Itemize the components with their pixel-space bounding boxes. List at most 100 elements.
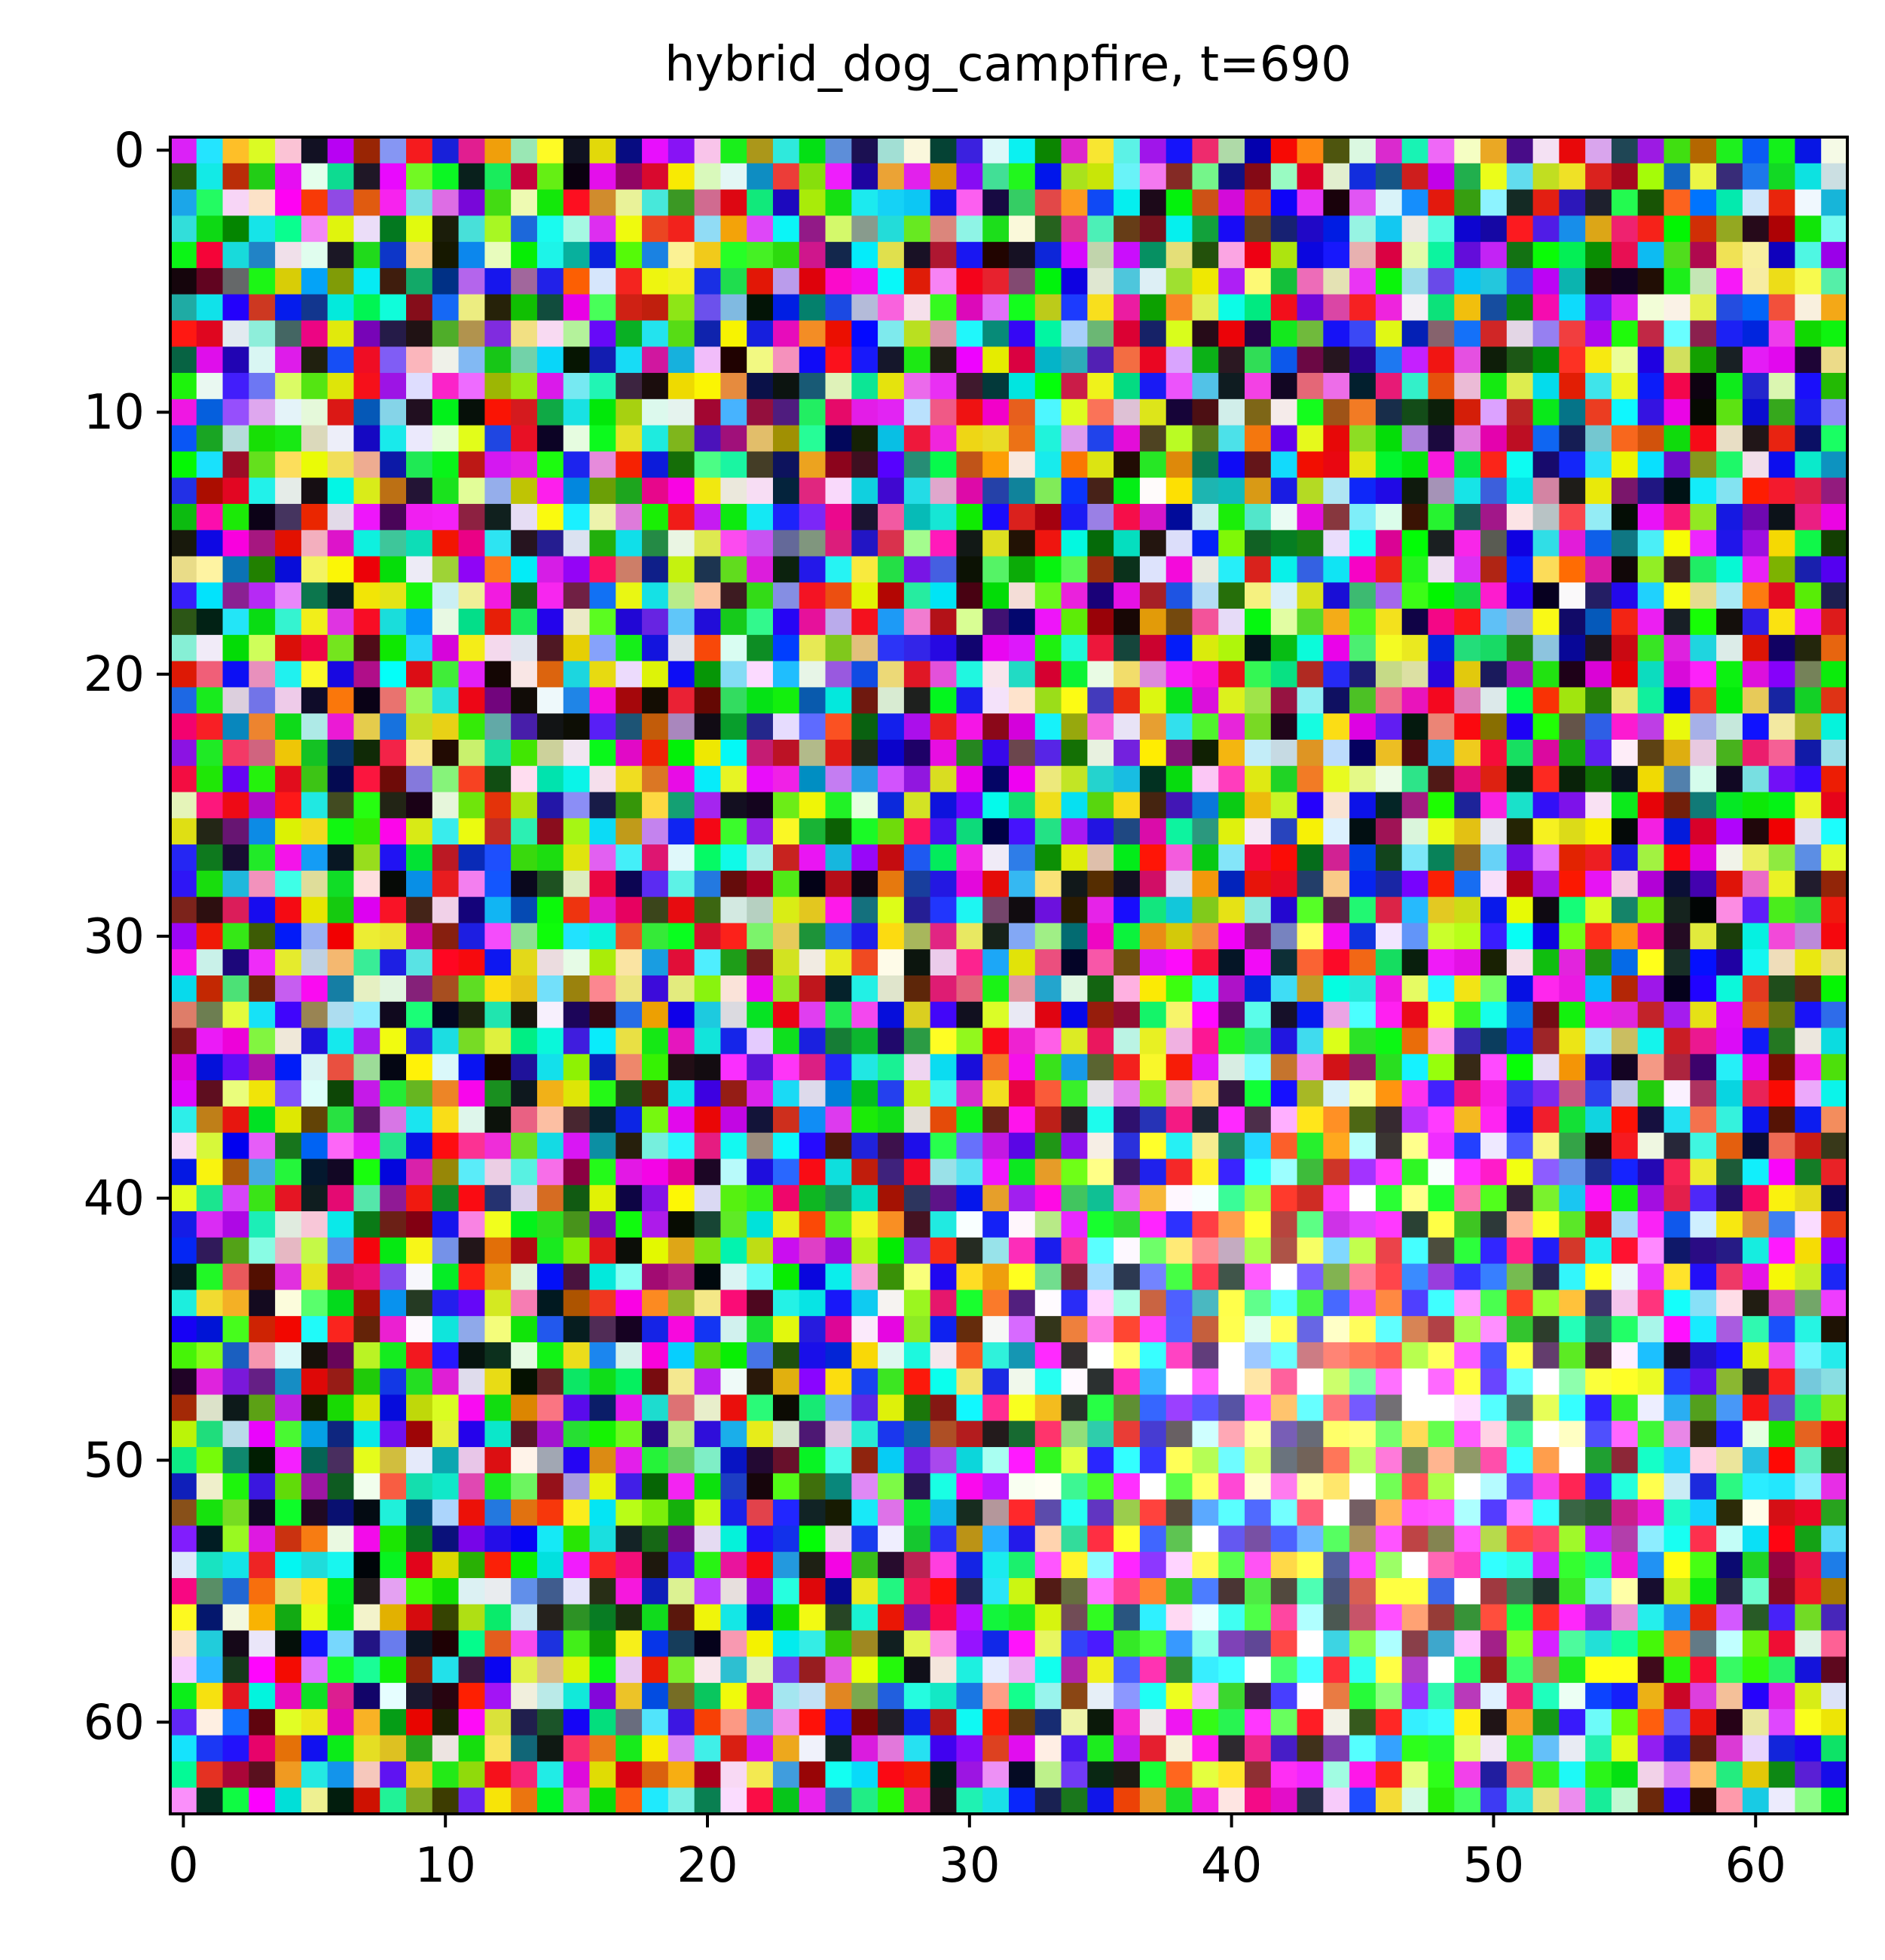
image-pixel [1559,373,1586,400]
image-pixel [1245,634,1272,662]
image-pixel [1061,1552,1088,1579]
image-pixel [196,1159,224,1186]
image-pixel [1218,1001,1245,1029]
image-pixel [668,1788,695,1815]
image-pixel [275,1788,302,1815]
image-pixel [825,215,852,243]
image-pixel [825,1001,852,1029]
image-pixel [1768,1577,1796,1605]
image-pixel [353,1368,380,1396]
image-pixel [1742,1604,1770,1632]
image-pixel [275,1342,302,1369]
image-pixel [747,1473,774,1501]
image-pixel [1664,1159,1691,1186]
image-pixel [799,923,826,950]
image-pixel [1664,189,1691,216]
image-pixel [563,1001,591,1029]
image-pixel [563,1683,591,1710]
image-pixel [406,1552,433,1579]
image-pixel [1664,1656,1691,1684]
image-pixel [1061,267,1088,295]
image-pixel [1139,713,1167,740]
image-pixel [1061,975,1088,1003]
image-pixel [1114,1132,1141,1160]
image-pixel [747,1054,774,1081]
image-pixel [1401,1027,1429,1055]
image-pixel [747,267,774,295]
image-pixel [930,1211,958,1238]
image-pixel [589,1237,616,1265]
image-pixel [930,923,958,950]
image-pixel [1559,818,1586,845]
image-pixel [1349,1683,1376,1710]
image-pixel [589,1447,616,1474]
image-pixel [589,1368,616,1396]
image-pixel [825,687,852,714]
image-pixel [747,1342,774,1369]
image-pixel [930,1525,958,1552]
image-pixel [1585,1159,1612,1186]
image-pixel [353,1552,380,1579]
image-pixel [1454,1735,1481,1763]
image-pixel [1690,1132,1717,1160]
image-pixel [1245,1552,1272,1579]
image-pixel [1034,1499,1062,1527]
image-pixel [799,634,826,662]
image-pixel [222,949,249,976]
image-pixel [406,713,433,740]
image-pixel [1245,347,1272,374]
image-pixel [458,1447,485,1474]
image-pixel [1218,189,1245,216]
image-pixel [903,215,931,243]
image-pixel [1087,818,1114,845]
image-pixel [1454,556,1481,583]
image-pixel [1795,1237,1822,1265]
image-pixel [563,1290,591,1317]
image-pixel [694,1788,722,1815]
image-pixel [1506,1735,1534,1763]
image-pixel [903,1394,931,1421]
image-pixel [222,294,249,322]
image-pixel [982,1447,1010,1474]
image-pixel [1349,1001,1376,1029]
image-pixel [616,1080,643,1107]
image-pixel [1480,320,1508,347]
image-pixel [851,661,878,688]
image-pixel [1349,739,1376,767]
image-pixel [1768,1761,1796,1788]
image-pixel [1009,215,1036,243]
image-pixel [616,163,643,191]
image-pixel [668,1735,695,1763]
image-pixel [1532,1788,1560,1815]
image-pixel [1323,1054,1350,1081]
image-pixel [432,1708,460,1736]
image-pixel [1559,1735,1586,1763]
image-pixel [327,1735,355,1763]
image-pixel [327,1185,355,1212]
image-pixel [1690,1656,1717,1684]
image-pixel [1585,398,1612,426]
image-pixel [1585,556,1612,583]
image-pixel [694,398,722,426]
image-pixel [1401,739,1429,767]
image-pixel [511,189,538,216]
image-pixel [1218,1027,1245,1055]
image-pixel [668,870,695,898]
image-pixel [458,347,485,374]
image-pixel [1821,294,1848,322]
image-pixel [903,1132,931,1160]
image-pixel [747,320,774,347]
image-pixel [772,1656,800,1684]
image-pixel [694,1447,722,1474]
image-pixel [616,347,643,374]
image-pixel [1768,1683,1796,1710]
image-pixel [1506,1080,1534,1107]
image-pixel [747,1185,774,1212]
image-pixel [851,1552,878,1579]
image-pixel [1795,1552,1822,1579]
image-pixel [1323,1761,1350,1788]
image-pixel [353,1761,380,1788]
image-pixel [616,320,643,347]
image-pixel [301,1552,328,1579]
image-pixel [1664,1473,1691,1501]
